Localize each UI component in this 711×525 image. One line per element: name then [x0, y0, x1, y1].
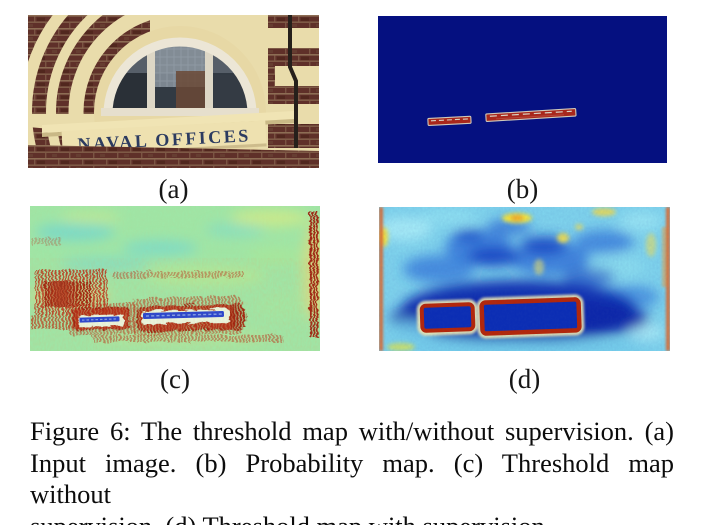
caption-line-3: supervision. (d) Threshold map with supe…: [30, 511, 674, 525]
brick-quoins-right: [264, 15, 319, 148]
caption-line-1: Figure 6: The threshold map with/without…: [30, 416, 674, 446]
leaded-glass-grid: [154, 42, 206, 87]
text-instance-1: [427, 115, 472, 126]
brick-base: [28, 145, 319, 168]
panel-c-threshold-map-without-supervision: [30, 206, 320, 351]
panel-a-label: (a): [158, 174, 189, 204]
grain-overlay: [379, 207, 670, 351]
text-instance-2: [485, 108, 577, 122]
probability-map-drawing: [378, 16, 667, 163]
grain-overlay-top: [30, 206, 320, 258]
caption-line-2: Input image. (b) Probability map. (c) Th…: [30, 447, 674, 510]
input-image-drawing: NAVAL OFFICES: [28, 15, 319, 168]
panel-a-input-image: NAVAL OFFICES: [28, 15, 319, 168]
probability-background: [378, 16, 667, 163]
panel-d-threshold-map-with-supervision: [379, 207, 670, 351]
panel-c-label: (c): [160, 364, 190, 394]
downpipe: [288, 15, 298, 148]
threshold-map-supervised-drawing: [379, 207, 670, 351]
grain-overlay: [30, 258, 320, 351]
threshold-map-unsupervised-drawing: [30, 206, 320, 351]
figure-caption: Figure 6: The threshold map with/without…: [30, 416, 674, 525]
panel-b-probability-map: [378, 16, 667, 163]
panel-b-label: (b): [506, 174, 539, 204]
panel-d-label: (d): [508, 364, 541, 394]
